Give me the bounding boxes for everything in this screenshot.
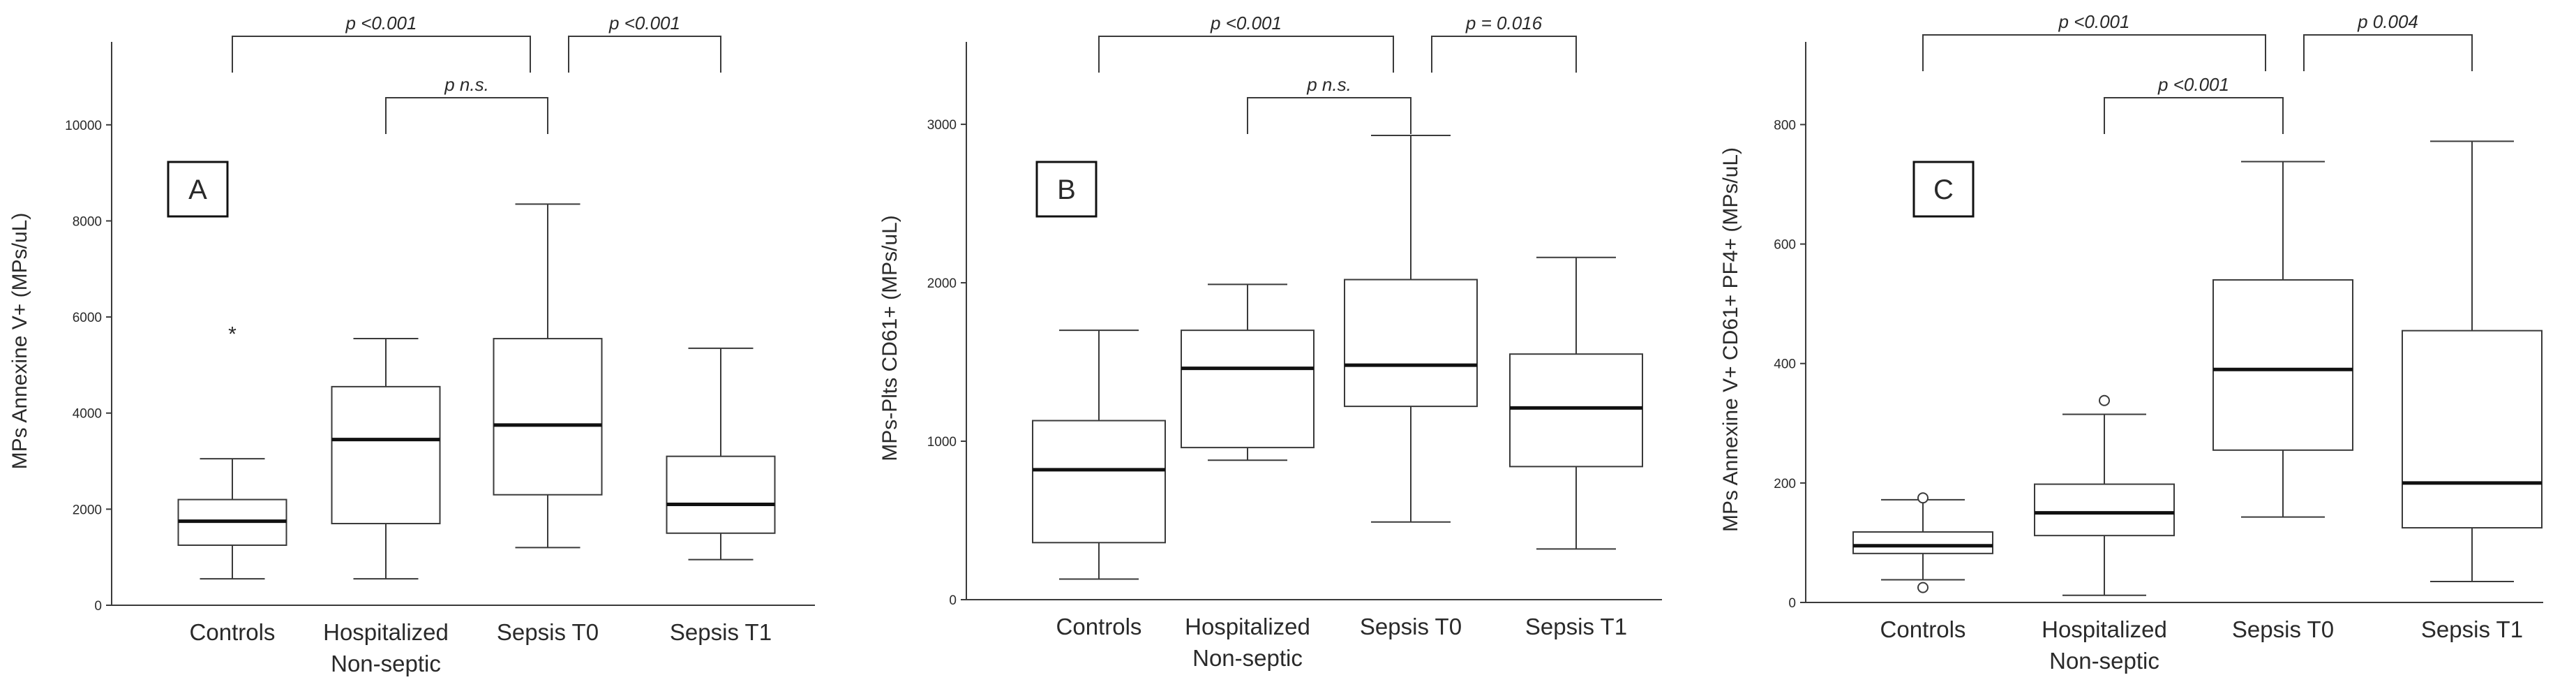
y-tick-label: 0 [94,599,102,614]
p-value-label: p n.s. [1306,74,1351,95]
x-category-label: Sepsis T0 [2232,616,2334,642]
box-2 [1181,283,1315,461]
significance-bracket: p n.s. [1247,74,1411,134]
significance-bracket: p n.s. [385,74,548,134]
y-tick-label: 3000 [927,118,957,133]
box-4 [666,347,776,561]
y-tick-label: 0 [949,593,957,608]
panel-letter-box [167,161,229,218]
p-value-label: p <0.001 [1210,13,1282,34]
x-category-label: Sepsis T1 [2421,616,2523,642]
significance-bracket: p <0.001 [2104,74,2284,134]
y-axis-label: MPs Annexine V+ CD61+ PF4+ (MPs/uL) [1719,147,1742,532]
panel-letter-box [1912,161,1975,218]
x-category-label: Hospitalized [1185,614,1310,639]
bracket-line [568,36,721,73]
bracket-line [385,97,548,134]
p-value-label: p <0.001 [345,13,417,34]
box-iqr [1852,531,1993,554]
y-tick-label: 200 [1774,477,1796,491]
box-3 [2212,161,2353,518]
box-iqr [493,338,603,496]
panel-letter: B [1057,175,1076,205]
box-iqr [1181,330,1315,449]
x-category-label: Sepsis T0 [1360,614,1462,639]
x-category-label: Non-septic [331,651,441,676]
outlier-point [1917,582,1929,593]
x-category-label: Hospitalized [2042,616,2167,642]
box-1: * [177,323,287,580]
significance-bracket: p <0.001 [1922,11,2266,71]
significance-bracket: p = 0.016 [1431,13,1577,73]
p-value-label: p n.s. [444,74,489,95]
bracket-line [1098,36,1394,73]
box-2 [331,338,441,580]
panel-letter: C [1933,175,1954,205]
chart-panel-c: 0 200 400 600 800 MPs Annexine V+ CD61+ PF4+ … [1719,11,2543,674]
box-iqr [331,385,441,525]
panel-letter: A [188,175,207,205]
x-category-label: Controls [1880,616,1966,642]
y-axis-label: MPs-Plts CD61+ (MPs/uL) [878,215,901,461]
x-category-label: Sepsis T0 [497,619,599,645]
p-value-label: p <0.001 [608,13,680,34]
bracket-line [1247,97,1411,134]
p-value-label: p <0.001 [2058,11,2130,32]
y-tick-label: 800 [1774,118,1796,133]
box-1 [1852,492,1993,593]
panel-letter-box [1035,161,1098,218]
box-iqr [2402,330,2543,529]
bracket-line [2303,34,2473,71]
x-category-label: Non-septic [1192,645,1303,671]
x-category-label: Sepsis T1 [670,619,772,645]
bracket-line [2104,97,2284,134]
box-3 [493,203,603,549]
p-value-label: p 0.004 [2357,11,2418,32]
box-4 [2402,140,2543,583]
chart-panel-b: 0 1000 2000 3000 MPs-Plts CD61+ (MPs/uL) Cont… [878,13,1662,671]
y-tick-label: 6000 [73,311,102,325]
box-2 [2034,394,2175,596]
box-iqr [2034,483,2175,537]
y-tick-label: 4000 [73,407,102,422]
p-value-label: p <0.001 [2157,74,2229,95]
y-tick-label: 400 [1774,357,1796,372]
x-category-label: Sepsis T1 [1525,614,1627,639]
x-category-label: Hospitalized [323,619,449,645]
y-tick-label: 2000 [927,276,957,291]
significance-bracket: p 0.004 [2303,11,2473,71]
box-4 [1509,256,1643,550]
box-1 [1032,330,1166,580]
box-3 [1344,134,1478,523]
x-category-label: Controls [1056,614,1142,639]
y-tick-label: 8000 [73,214,102,229]
box-iqr [2212,279,2353,451]
significance-bracket: p <0.001 [1098,13,1394,73]
significance-bracket: p <0.001 [232,13,531,73]
bracket-line [1922,34,2266,71]
box-iqr [1344,279,1478,408]
y-tick-label: 600 [1774,238,1796,253]
box-iqr [1509,353,1643,468]
y-tick-label: 10000 [65,119,102,133]
significance-bracket: p <0.001 [568,13,721,73]
y-tick-label: 0 [1788,596,1796,611]
x-category-label: Controls [190,619,276,645]
p-value-label: p = 0.016 [1465,13,1543,34]
y-axis-label: MPs Annexine V+ (MPs/uL) [8,213,31,470]
outlier-point: * [228,323,237,346]
box-iqr [1032,420,1166,544]
y-tick-label: 2000 [73,503,102,517]
box-iqr [666,455,776,534]
bracket-line [232,36,531,73]
y-tick-label: 1000 [927,435,957,450]
x-category-label: Non-septic [2049,648,2159,674]
bracket-line [1431,36,1577,73]
chart-panel-a: 0 2000 4000 6000 8000 10000 MPs Annexine V+ (M… [8,13,815,676]
outlier-point [1917,492,1929,504]
outlier-point [2099,394,2110,406]
